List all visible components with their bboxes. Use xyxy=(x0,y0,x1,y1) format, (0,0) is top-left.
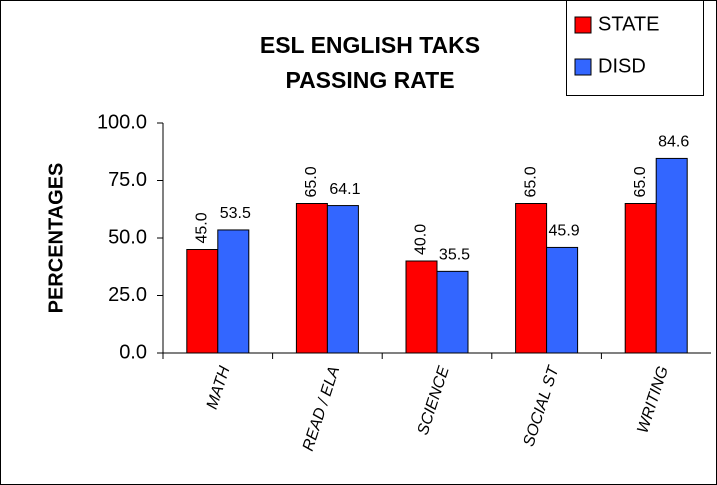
bar xyxy=(436,270,469,354)
bar xyxy=(326,205,359,354)
bar xyxy=(655,157,688,354)
bar xyxy=(624,203,657,354)
data-label: 45.0 xyxy=(194,212,211,243)
data-label: 45.9 xyxy=(549,223,580,240)
y-tick-label: 100.0 xyxy=(97,111,147,133)
bar xyxy=(186,249,219,354)
bar xyxy=(295,203,328,354)
legend-box xyxy=(566,0,704,96)
y-tick-label: 50.0 xyxy=(108,226,147,248)
y-tick-label: 25.0 xyxy=(108,284,147,306)
y-tick-label: 0.0 xyxy=(119,341,147,363)
y-axis-label: PERCENTAGES xyxy=(45,163,67,314)
data-label: 84.6 xyxy=(658,134,689,151)
data-label: 65.0 xyxy=(303,166,320,197)
legend-swatch xyxy=(574,58,592,76)
bar xyxy=(217,229,250,354)
data-label: 40.0 xyxy=(413,224,430,255)
y-tick-label: 75.0 xyxy=(108,169,147,191)
legend-label: DISD xyxy=(598,55,646,77)
chart-title: ESL ENGLISH TAKS PASSING RATE xyxy=(259,32,481,93)
data-label: 64.1 xyxy=(329,181,360,198)
legend-label: STATE xyxy=(598,13,659,35)
bar xyxy=(546,246,579,354)
data-label: 65.0 xyxy=(632,166,649,197)
bar xyxy=(515,203,548,354)
data-label: 65.0 xyxy=(522,166,539,197)
bar xyxy=(405,260,438,354)
legend-swatch xyxy=(574,16,592,34)
data-label: 53.5 xyxy=(220,205,251,222)
data-label: 35.5 xyxy=(439,247,470,264)
